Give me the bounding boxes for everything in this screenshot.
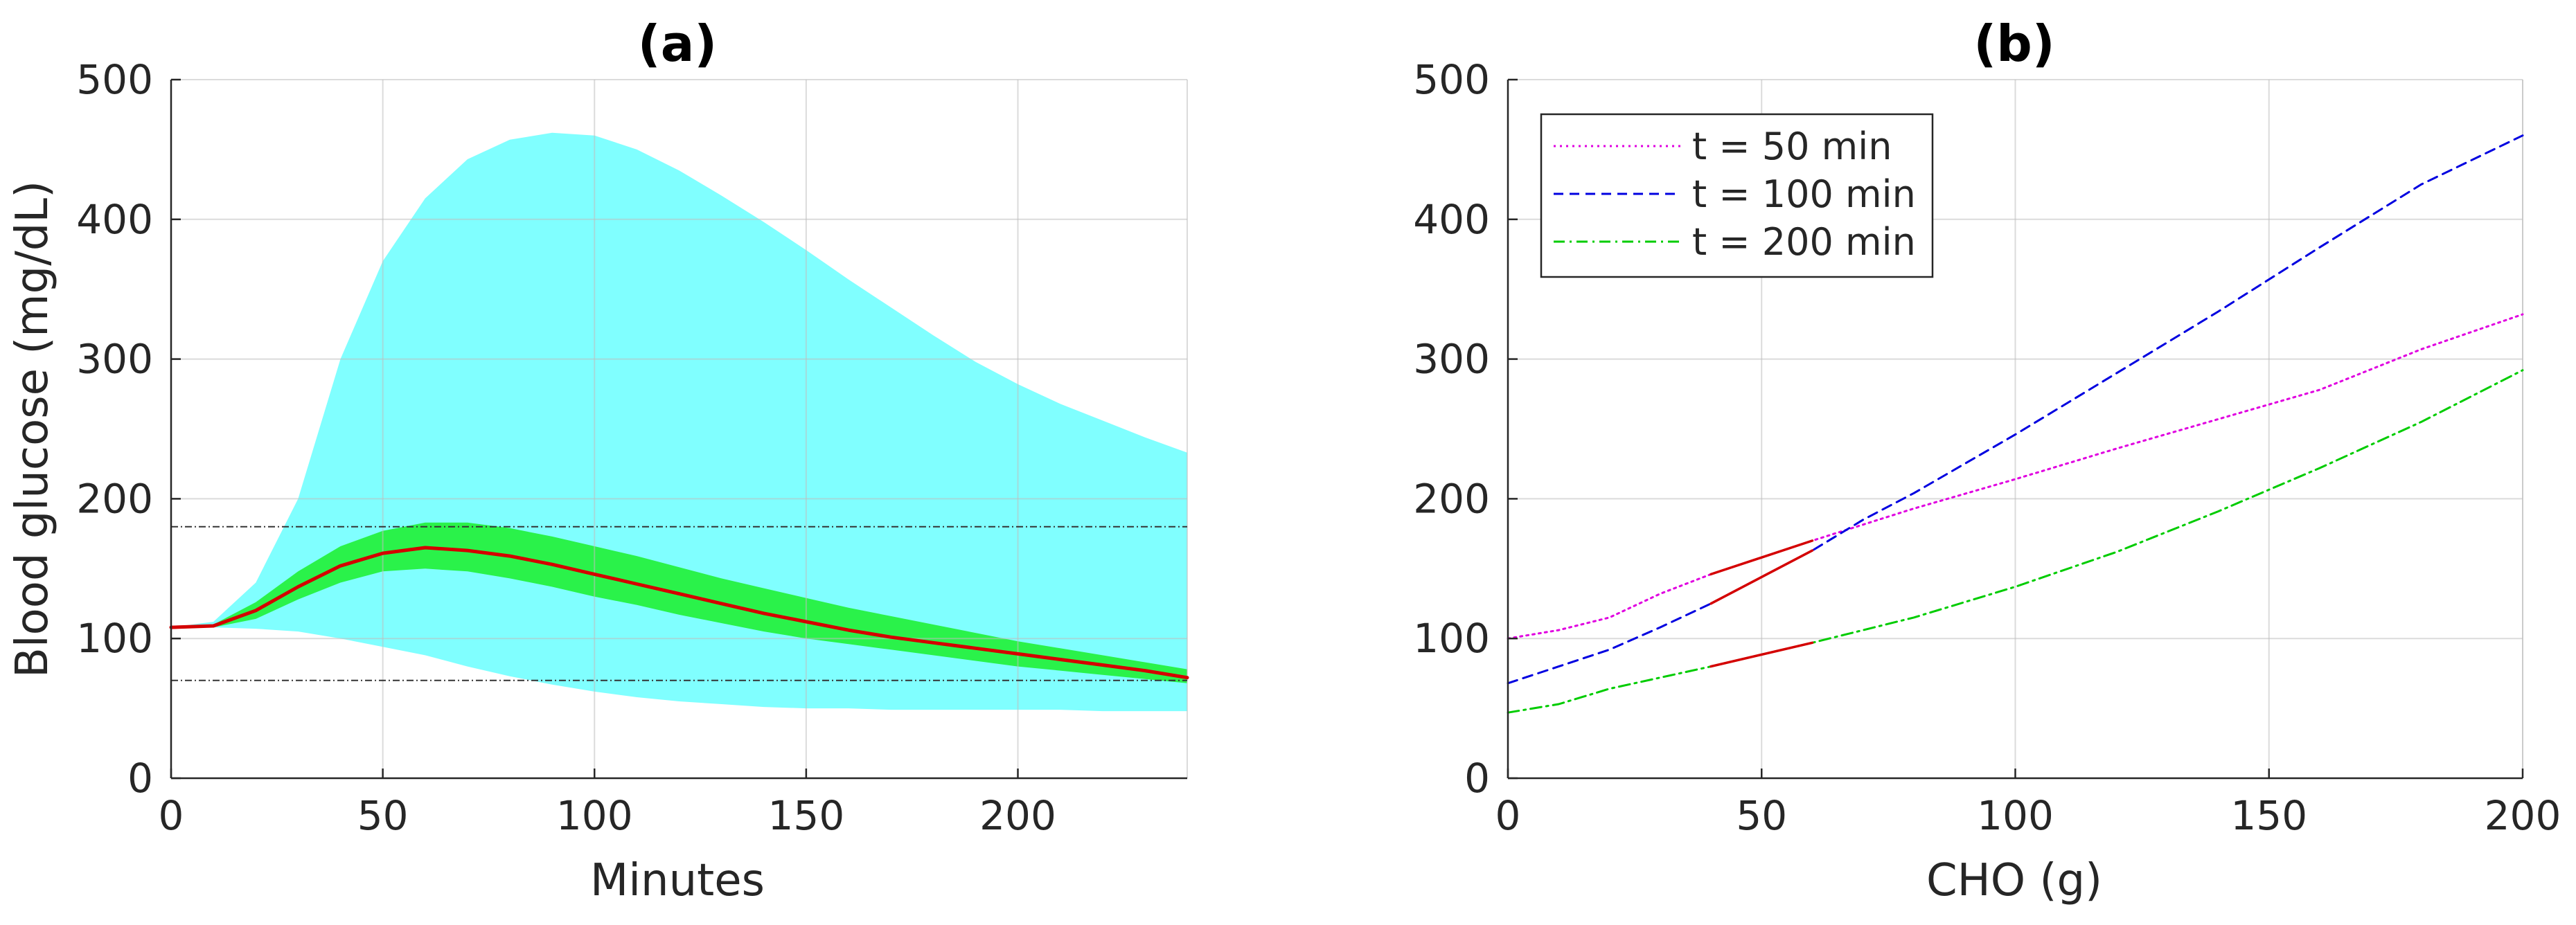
chart-a-tick-labels: 0 50 100 150 200 0 100 200 300 400 500	[76, 56, 1056, 839]
chart-b-title: (b)	[1973, 15, 2054, 73]
chart-b-x-tick-label-1: 50	[1736, 792, 1787, 839]
chart-b-legend-label-2: t = 200 min	[1692, 220, 1916, 264]
chart-a-y-tick-label-4: 400	[76, 196, 153, 243]
chart-a-y-tick-label-0: 0	[127, 755, 153, 802]
chart-b-series-5	[1709, 641, 1814, 668]
chart-a-x-tick-label-2: 100	[556, 792, 633, 839]
chart-b-grid	[1508, 79, 2523, 778]
chart-b-y-tick-label-1: 100	[1413, 615, 1490, 662]
chart-a-x-tick-label-0: 0	[159, 792, 184, 839]
chart-b-x-tick-label-0: 0	[1495, 792, 1521, 839]
chart-b-series-3	[1709, 539, 1814, 576]
chart-a-reference-lines	[171, 526, 1187, 681]
chart-a-series-0	[169, 546, 1189, 680]
chart-a-title: (a)	[638, 15, 717, 73]
chart-b-series-0	[1507, 313, 2524, 640]
chart-b-x-axis-label: CHO (g)	[1926, 855, 2102, 906]
chart-a-axes	[170, 78, 1187, 780]
chart-b-y-tick-label-3: 300	[1413, 336, 1490, 383]
chart-b-y-tick-label-4: 400	[1413, 196, 1490, 243]
chart-b-x-tick-label-4: 200	[2485, 792, 2561, 839]
chart-a-y-tick-label-5: 500	[76, 56, 153, 103]
chart-b-x-tick-label-3: 150	[2230, 792, 2307, 839]
chart-b-y-tick-label-0: 0	[1464, 755, 1490, 802]
chart-b-series-4	[1709, 549, 1814, 605]
chart-a-grid	[171, 79, 1188, 778]
chart-b-series-1	[1507, 134, 2524, 685]
chart-a: 0 50 100 150 200 0 100 200 300 400 500 (a) Minutes…	[7, 15, 1189, 906]
chart-a-y-axis-label: Blood glucose (mg/dL)	[7, 181, 58, 678]
chart-b-tick-labels: 0 50 100 150 200 0 100 200 300 400 500	[1413, 56, 2561, 839]
chart-b-y-tick-label-5: 500	[1413, 56, 1490, 103]
chart-b-legend-label-0: t = 50 min	[1692, 125, 1892, 168]
chart-a-x-tick-label-4: 200	[979, 792, 1056, 839]
chart-a-x-tick-label-1: 50	[357, 792, 409, 839]
chart-b-y-tick-label-2: 200	[1413, 475, 1490, 522]
chart-b-series-2	[1507, 369, 2524, 714]
chart-b-lines	[1507, 134, 2524, 714]
chart-a-y-tick-label-3: 300	[76, 336, 153, 383]
chart-a-y-tick-label-2: 200	[76, 475, 153, 522]
chart-b-legend-box	[1540, 113, 1934, 278]
chart-a-y-tick-label-1: 100	[76, 615, 153, 662]
chart-a-lines	[169, 546, 1189, 680]
chart-b-x-tick-label-2: 100	[1977, 792, 2054, 839]
chart-a-x-tick-label-3: 150	[768, 792, 845, 839]
chart-b-legend-label-1: t = 100 min	[1692, 172, 1916, 216]
chart-a-x-axis-label: Minutes	[590, 855, 765, 906]
chart-b-axes	[1507, 78, 2524, 780]
